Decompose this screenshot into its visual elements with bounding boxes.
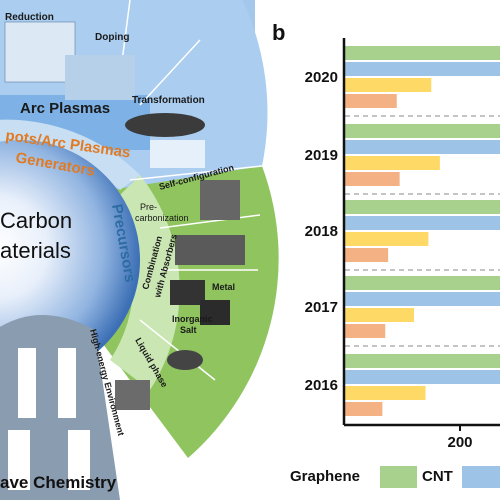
divider bbox=[159, 214, 261, 229]
bar-2018-series-3 bbox=[345, 248, 389, 262]
inorganic-label-2: Salt bbox=[180, 325, 197, 335]
liquid-phase-image bbox=[167, 350, 203, 370]
pre-carbonization-label-1: Pre- bbox=[140, 202, 157, 212]
legend-graphene-swatch bbox=[380, 466, 417, 488]
category-label-2020: 2020 bbox=[305, 69, 338, 86]
bar-chart: 2020 2019 2018 2017 2016 bbox=[305, 46, 500, 416]
pre-carbonization-image bbox=[200, 180, 240, 220]
footer-caption: ave Chemistry bbox=[0, 473, 117, 492]
road-lane bbox=[58, 348, 76, 418]
bar-2017-series-3 bbox=[345, 324, 386, 338]
bar-2020-series-2 bbox=[345, 78, 432, 92]
bar-2019-series-0 bbox=[345, 124, 500, 138]
bar-2017-series-2 bbox=[345, 308, 414, 322]
bar-2020-series-0 bbox=[345, 46, 500, 60]
bar-2019-series-3 bbox=[345, 172, 400, 186]
divider bbox=[129, 165, 263, 181]
legend-cnt-label: CNT bbox=[422, 468, 453, 485]
doping-image bbox=[65, 55, 135, 100]
bar-2016-series-2 bbox=[345, 386, 426, 400]
x-tick-label: 200 bbox=[447, 434, 472, 451]
road-lane bbox=[68, 430, 90, 490]
bar-2018-series-2 bbox=[345, 232, 429, 246]
center-title-line1: Carbon bbox=[0, 208, 72, 233]
category-label-2016: 2016 bbox=[305, 377, 338, 394]
bar-2019-series-1 bbox=[345, 140, 500, 154]
divider bbox=[139, 319, 216, 381]
metal-label: Metal bbox=[212, 282, 235, 292]
self-configuration-image bbox=[150, 140, 205, 168]
arc-plasmas-label: Arc Plasmas bbox=[20, 100, 110, 117]
right-panel: b 2020 2019 2018 2017 2016 200 Graphene CNT bbox=[272, 20, 500, 488]
bar-2018-series-1 bbox=[345, 216, 500, 230]
high-energy-image bbox=[115, 380, 150, 410]
panel-label-b: b bbox=[272, 20, 285, 45]
category-label-2018: 2018 bbox=[305, 223, 338, 240]
category-label-2017: 2017 bbox=[305, 299, 338, 316]
inorganic-salt-image-2 bbox=[200, 300, 230, 325]
legend-cnt-swatch bbox=[462, 466, 500, 488]
bar-2019-series-2 bbox=[345, 156, 440, 170]
reduction-label: Reduction bbox=[5, 12, 54, 23]
divider bbox=[139, 39, 201, 106]
inorganic-label-1: Inorganic bbox=[172, 314, 213, 324]
bar-2020-series-3 bbox=[345, 94, 397, 108]
inorganic-salt-image bbox=[170, 280, 205, 305]
bar-2016-series-0 bbox=[345, 354, 500, 368]
bar-2017-series-1 bbox=[345, 292, 500, 306]
bar-2017-series-0 bbox=[345, 276, 500, 290]
road-lane bbox=[8, 430, 30, 490]
doping-label: Doping bbox=[95, 32, 129, 43]
reduction-image bbox=[4, 21, 76, 83]
metal-image bbox=[175, 235, 245, 265]
bar-2020-series-1 bbox=[345, 62, 500, 76]
bar-2016-series-3 bbox=[345, 402, 383, 416]
transformation-image bbox=[125, 113, 205, 137]
legend-graphene-label: Graphene bbox=[290, 468, 360, 485]
transformation-label: Transformation bbox=[132, 95, 205, 106]
left-panel: Reduction Doping Transformation Arc Plas… bbox=[0, 0, 279, 500]
center-title-line2: aterials bbox=[0, 238, 71, 263]
bar-2018-series-0 bbox=[345, 200, 500, 214]
pre-carbonization-label-2: carbonization bbox=[135, 213, 189, 223]
category-label-2019: 2019 bbox=[305, 147, 338, 164]
road-lane bbox=[18, 348, 36, 418]
bar-2016-series-1 bbox=[345, 370, 500, 384]
